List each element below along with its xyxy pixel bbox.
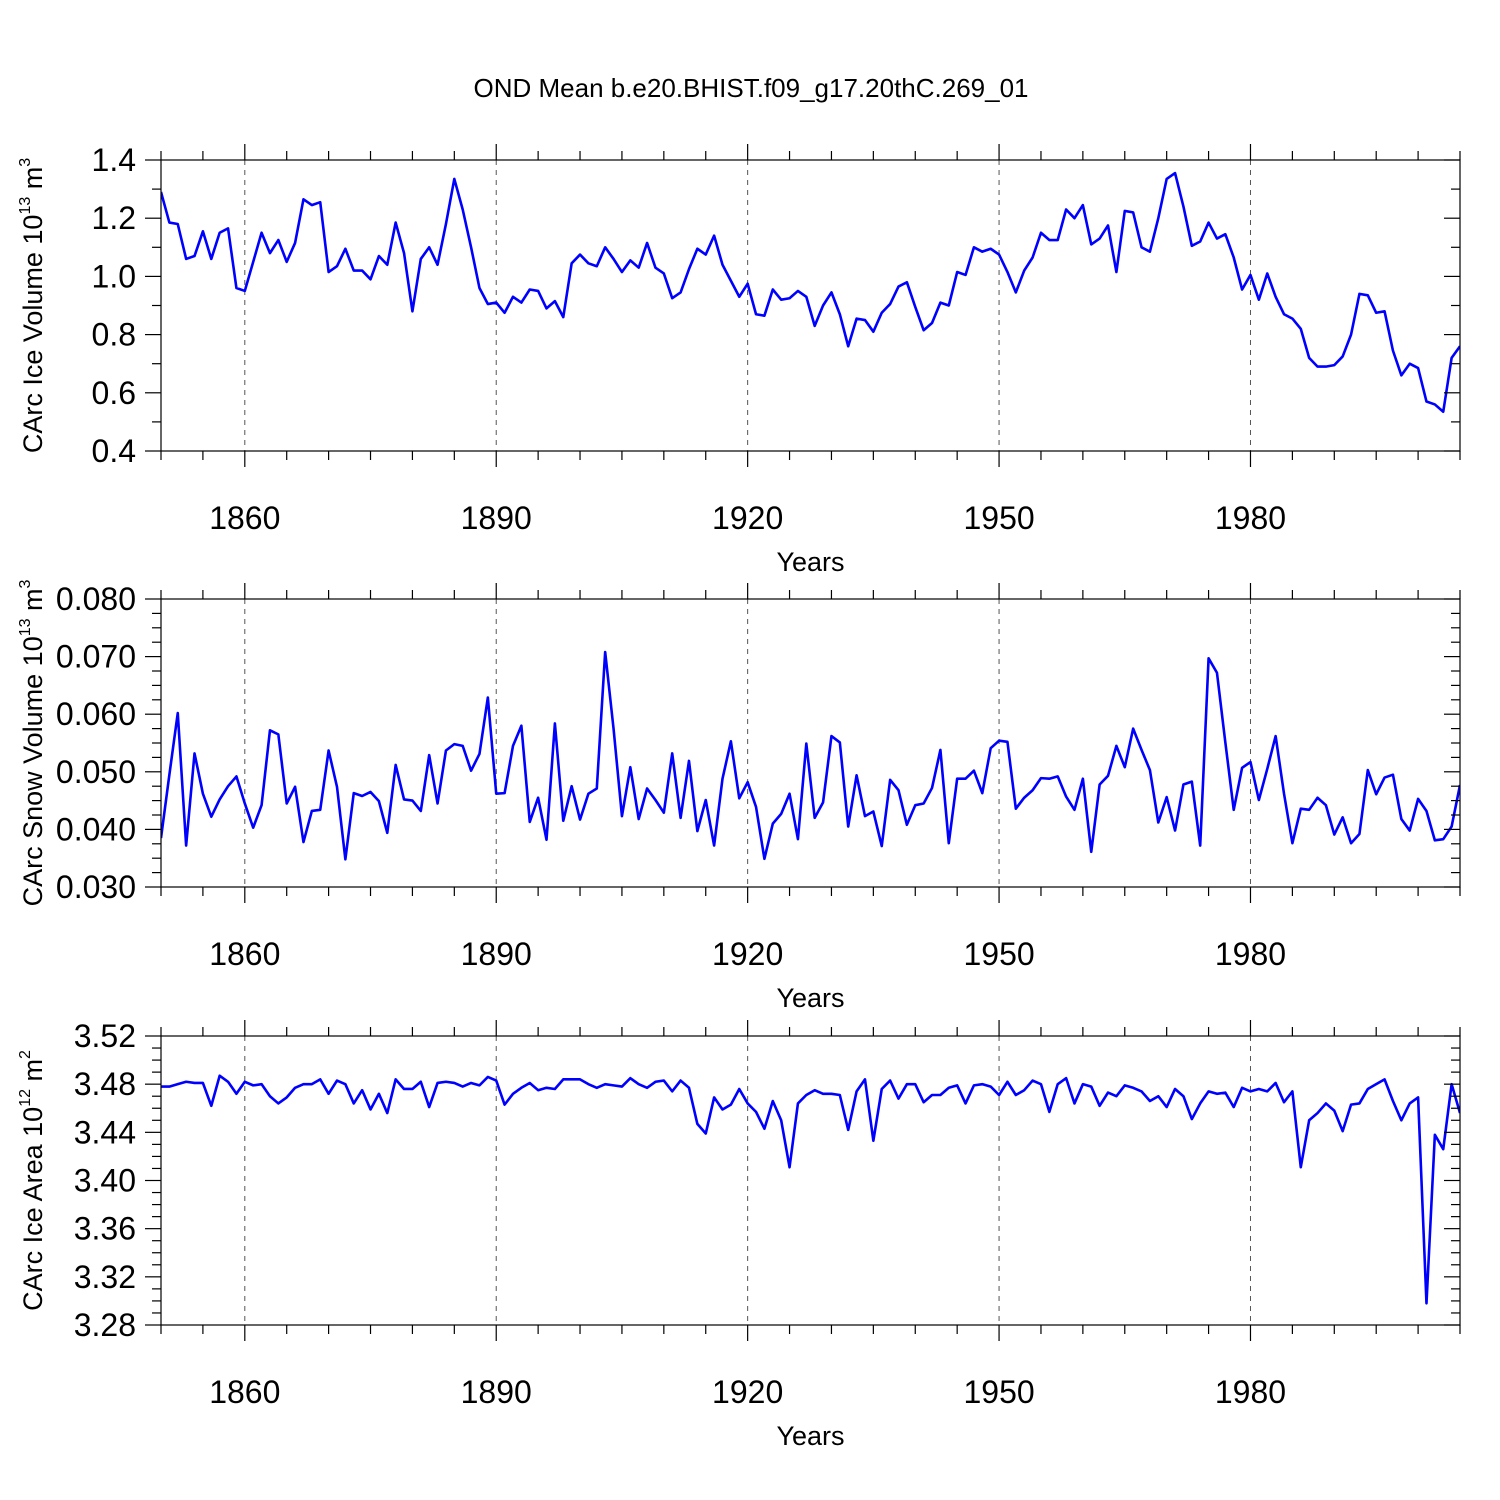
series-line xyxy=(161,171,1460,414)
x-tick-label: 1920 xyxy=(712,1374,783,1410)
x-tick-label: 1950 xyxy=(963,936,1034,972)
y-tick-label: 3.28 xyxy=(74,1307,136,1343)
y-axis-title-main: CArc Snow Volume 10 xyxy=(18,636,48,906)
y-axis-title: CArc Snow Volume 1013 m3 xyxy=(17,579,48,906)
x-tick-label: 1980 xyxy=(1215,500,1286,536)
y-axis-title-unit: m xyxy=(18,167,48,197)
y-axis-title-unit-exp: 3 xyxy=(17,579,34,588)
x-axis-title: Years xyxy=(776,983,844,1013)
y-tick-label: 0.4 xyxy=(92,433,136,469)
x-tick-label: 1950 xyxy=(963,1374,1034,1410)
y-tick-label: 0.030 xyxy=(56,869,136,905)
x-axis-title: Years xyxy=(776,1421,844,1451)
y-tick-label: 3.40 xyxy=(74,1163,136,1199)
y-tick-label: 3.52 xyxy=(74,1018,136,1054)
y-tick-label: 0.050 xyxy=(56,754,136,790)
chart-title: OND Mean b.e20.BHIST.f09_g17.20thC.269_0… xyxy=(473,73,1028,103)
y-tick-label: 3.36 xyxy=(74,1211,136,1247)
y-tick-label: 3.32 xyxy=(74,1259,136,1295)
y-axis-title: CArc Ice Volume 1013 m3 xyxy=(17,158,48,453)
plot-frame xyxy=(160,598,1461,888)
x-tick-label: 1860 xyxy=(209,500,280,536)
x-axis-title: Years xyxy=(776,547,844,577)
x-tick-label: 1890 xyxy=(461,936,532,972)
y-axis-title-unit-exp: 3 xyxy=(17,158,34,167)
plot-frame xyxy=(160,1035,1461,1326)
y-tick-label: 1.0 xyxy=(92,258,136,294)
plot-frame xyxy=(160,159,1461,452)
y-axis-title-exp: 12 xyxy=(17,1089,34,1107)
y-axis-title: CArc Ice Area 1012 m2 xyxy=(17,1050,48,1311)
y-axis-title-exp: 13 xyxy=(17,197,34,215)
panel-snow-volume: 1860 1890 1920 1950 1980 0.030 0.040 0.050 0.060… xyxy=(17,579,1461,1013)
y-axis-title-unit: m xyxy=(18,1059,48,1089)
x-tick-label: 1890 xyxy=(461,500,532,536)
y-axis-title-main: CArc Ice Volume 10 xyxy=(18,215,48,454)
panel-ice-volume: 1860 1890 1920 1950 1980 0.4 0.6 0.8 1.0 1.2 1.4 Ye… xyxy=(17,142,1461,577)
series-line xyxy=(161,650,1460,861)
panel-ice-area: 1860 1890 1920 1950 1980 3.28 3.32 3.36 3.40 3.44… xyxy=(17,1018,1461,1451)
x-tick-label: 1860 xyxy=(209,1374,280,1410)
x-tick-label: 1920 xyxy=(712,936,783,972)
y-axis-title-unit-exp: 2 xyxy=(17,1050,34,1059)
y-tick-label: 0.080 xyxy=(56,581,136,617)
y-axis-title-exp: 13 xyxy=(17,618,34,636)
y-tick-label: 1.4 xyxy=(92,142,136,178)
x-tick-label: 1860 xyxy=(209,936,280,972)
y-tick-label: 0.040 xyxy=(56,811,136,847)
y-axis-title-unit: m xyxy=(18,588,48,618)
y-tick-label: 3.48 xyxy=(74,1066,136,1102)
y-tick-label: 3.44 xyxy=(74,1114,136,1150)
x-tick-label: 1950 xyxy=(963,500,1034,536)
y-axis-title-main: CArc Ice Area 10 xyxy=(18,1107,48,1311)
y-tick-label: 0.070 xyxy=(56,639,136,675)
y-tick-label: 1.2 xyxy=(92,200,136,236)
y-tick-label: 0.8 xyxy=(92,317,136,353)
y-tick-label: 0.6 xyxy=(92,375,136,411)
y-tick-label: 0.060 xyxy=(56,696,136,732)
x-tick-label: 1980 xyxy=(1215,1374,1286,1410)
series-line xyxy=(161,1074,1460,1305)
x-tick-label: 1890 xyxy=(461,1374,532,1410)
x-tick-label: 1920 xyxy=(712,500,783,536)
x-tick-label: 1980 xyxy=(1215,936,1286,972)
